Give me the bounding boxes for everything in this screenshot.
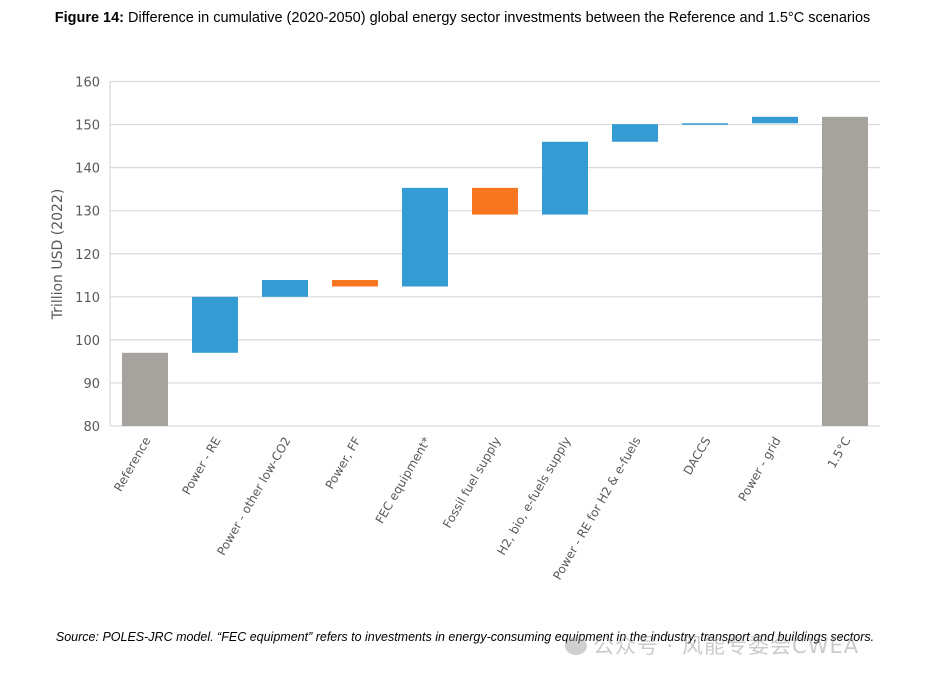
bar-total bbox=[822, 116, 868, 426]
bar-increase bbox=[262, 280, 308, 297]
wechat-icon bbox=[565, 637, 587, 655]
y-tick-label: 120 bbox=[75, 248, 100, 263]
x-tick-label: FEC equipment* bbox=[373, 435, 434, 527]
x-tick-label: Reference bbox=[111, 435, 153, 494]
watermark-text: 公众号 · 风能专委会CWEA bbox=[593, 634, 860, 658]
x-tick-label: Power - grid bbox=[736, 435, 784, 504]
bar-decrease bbox=[472, 187, 518, 215]
figure-caption: Source: POLES-JRC model. “FEC equipment”… bbox=[55, 630, 875, 644]
bar-decrease bbox=[332, 280, 378, 287]
x-tick-label: Power - other low-CO2 bbox=[214, 435, 293, 558]
figure-number: Figure 14: bbox=[54, 10, 125, 26]
x-tick-label: H2, bio, e-fuels supply bbox=[494, 435, 573, 558]
bar-increase bbox=[752, 116, 798, 124]
bar-total bbox=[122, 352, 168, 426]
y-tick-label: 160 bbox=[75, 76, 100, 91]
gridlines bbox=[109, 80, 880, 427]
y-tick-label: 130 bbox=[75, 205, 100, 220]
watermark: 公众号 · 风能专委会CWEA bbox=[565, 630, 859, 660]
y-axis-label: Trillion USD (2022) bbox=[50, 189, 66, 321]
y-tick-label: 80 bbox=[83, 420, 100, 435]
x-tick-label: Power, FF bbox=[323, 434, 364, 491]
bar-increase bbox=[192, 296, 238, 353]
y-axis-ticks: 80 90 100 110 120 130 140 150 160 bbox=[75, 76, 100, 436]
bar-increase bbox=[542, 141, 588, 215]
x-tick-label: 1.5°C bbox=[825, 435, 854, 471]
x-tick-label: DACCS bbox=[681, 435, 714, 478]
figure-title-text: Difference in cumulative (2020-2050) glo… bbox=[124, 10, 871, 26]
y-tick-label: 90 bbox=[83, 377, 100, 392]
bar-increase bbox=[682, 123, 728, 125]
waterfall-chart: 80 90 100 110 120 130 140 150 160 Reference Power… bbox=[50, 76, 880, 582]
x-tick-label: Power - RE bbox=[179, 435, 223, 498]
figure-title: Figure 14: Difference in cumulative (202… bbox=[40, 8, 885, 28]
y-tick-label: 140 bbox=[75, 162, 100, 177]
y-tick-label: 110 bbox=[75, 291, 100, 306]
bar-increase bbox=[402, 187, 448, 287]
bars bbox=[122, 116, 868, 426]
x-tick-label: Fossil fuel supply bbox=[440, 435, 503, 531]
y-tick-label: 150 bbox=[75, 119, 100, 134]
y-tick-label: 100 bbox=[75, 334, 100, 349]
bar-increase bbox=[612, 124, 658, 142]
